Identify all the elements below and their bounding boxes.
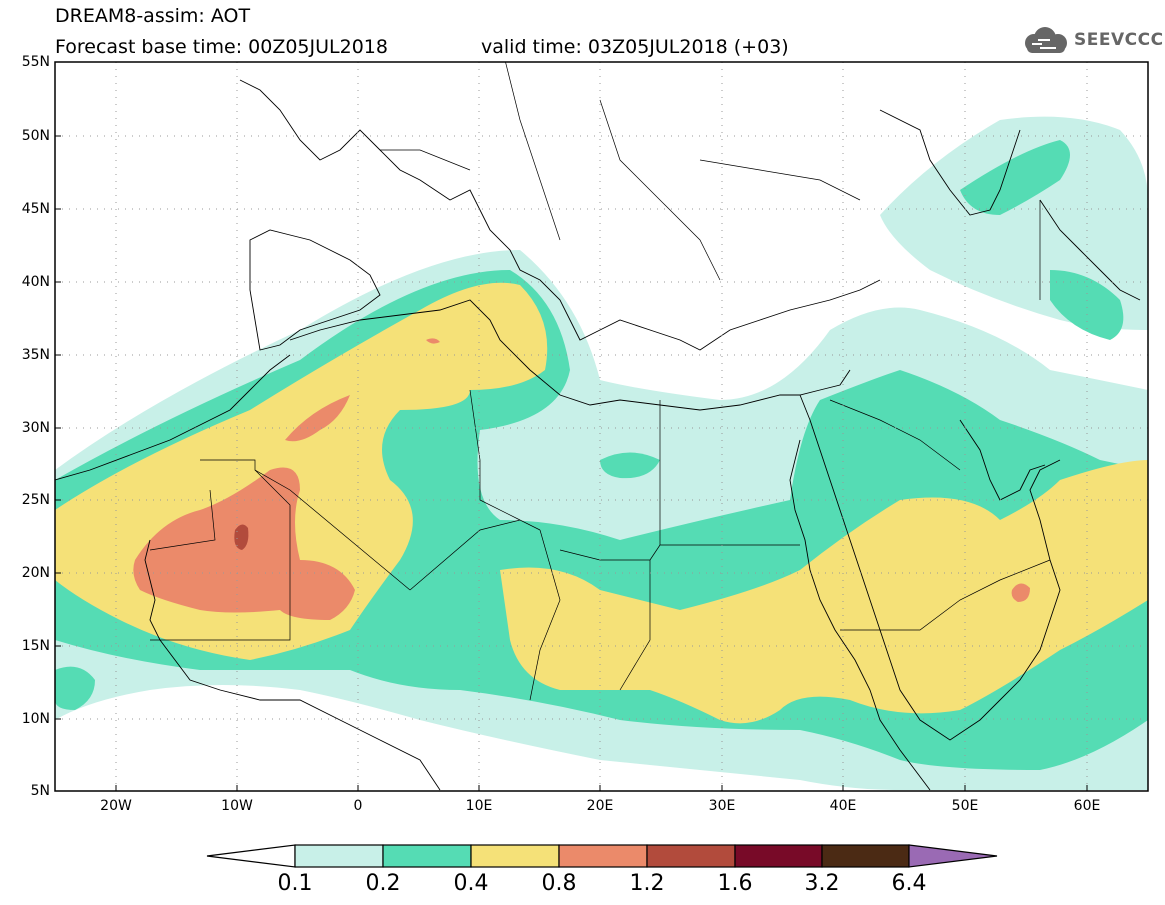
lat-label: 15N [21, 638, 50, 654]
axis-ticks [55, 61, 1088, 792]
map-title: DREAM8-assim: AOT [55, 5, 251, 27]
colorbar-bin [470, 844, 560, 868]
colorbar-bin [294, 844, 384, 868]
lon-label: 50E [951, 798, 979, 814]
lon-label: 20W [100, 798, 132, 814]
logo-text: SEEVCCC [1074, 30, 1164, 50]
colorbar-label: 3.2 [804, 871, 840, 896]
colorbar-label: 0.2 [365, 871, 401, 896]
country-borders [149, 62, 1051, 701]
lat-label: 10N [21, 711, 50, 727]
colorbar-label: 0.4 [453, 871, 489, 896]
colorbar-label: 1.6 [717, 871, 753, 896]
colorbar-bin [646, 844, 736, 868]
lat-label: 55N [21, 54, 50, 70]
lat-label: 50N [21, 128, 50, 144]
lon-label: 0 [353, 798, 363, 814]
colorbar-bin [558, 844, 648, 868]
lat-label: 45N [21, 201, 50, 217]
map-frame [54, 61, 1149, 792]
lat-label: 5N [30, 783, 50, 799]
colorbar-under [206, 844, 296, 868]
lat-label: 25N [21, 492, 50, 508]
lon-label: 20E [586, 798, 614, 814]
colorbar-label: 0.8 [541, 871, 577, 896]
colorbar-bin [382, 844, 472, 868]
lon-label: 10W [221, 798, 253, 814]
lon-label: 10E [465, 798, 493, 814]
lat-label: 40N [21, 274, 50, 290]
aot-shading [55, 116, 1148, 790]
colorbar-bin [734, 844, 823, 868]
lat-label: 35N [21, 347, 50, 363]
valid-time: valid time: 03Z05JUL2018 (+03) [481, 36, 789, 58]
colorbar-label: 6.4 [891, 871, 927, 896]
colorbar-label: 1.2 [629, 871, 665, 896]
colorbar-bin [821, 844, 910, 868]
colorbar [206, 844, 998, 868]
lat-label: 20N [21, 565, 50, 581]
colorbar-over [908, 844, 998, 868]
lon-label: 40E [829, 798, 857, 814]
coastlines [55, 79, 1141, 791]
lat-label: 30N [21, 420, 50, 436]
colorbar-label: 0.1 [277, 871, 313, 896]
forecast-base-time: Forecast base time: 00Z05JUL2018 [55, 36, 388, 58]
graticule [55, 62, 1148, 791]
lon-label: 60E [1073, 798, 1101, 814]
cloud-icon [1025, 27, 1067, 53]
lon-label: 30E [708, 798, 736, 814]
